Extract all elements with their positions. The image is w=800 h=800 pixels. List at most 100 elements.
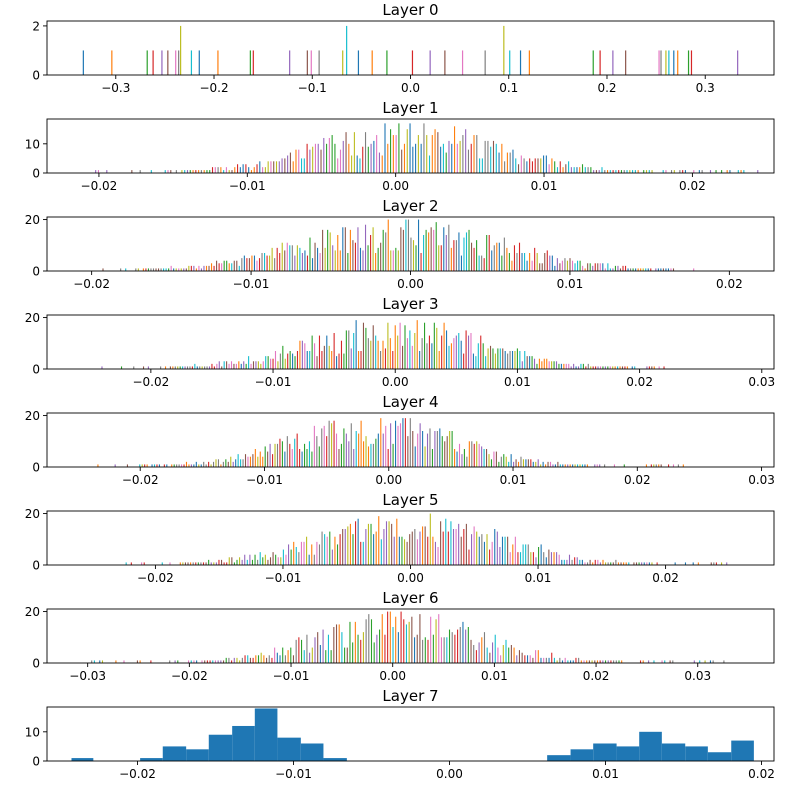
histogram-bar (537, 650, 539, 663)
histogram-bar (501, 536, 504, 565)
histogram-bar (548, 164, 550, 173)
histogram-bar (102, 268, 104, 271)
histogram-bar (142, 268, 144, 271)
histogram-bar (344, 529, 346, 565)
histogram-bar (189, 170, 191, 173)
histogram-bar (225, 167, 227, 173)
histogram-bar (581, 164, 584, 173)
histogram-bar (239, 660, 241, 663)
histogram-bar (247, 655, 249, 663)
histogram-bar (564, 657, 566, 663)
histogram-bar (212, 461, 215, 467)
histogram-bar (386, 50, 388, 75)
histogram-bar (599, 263, 601, 271)
histogram-bar (306, 634, 308, 663)
histogram-bar (411, 531, 413, 565)
histogram-bar (158, 464, 160, 467)
histogram-bar (492, 140, 495, 173)
histogram-bar (253, 167, 255, 173)
histogram-bar (612, 268, 614, 271)
histogram-bar (270, 161, 272, 173)
histogram-bar (251, 255, 253, 271)
histogram-bar (180, 268, 182, 271)
x-tick-label: 0.01 (504, 375, 531, 389)
histogram-bar (370, 443, 372, 467)
histogram-bar (242, 164, 244, 173)
histogram-bar (254, 554, 256, 565)
histogram-bar (388, 521, 390, 565)
histogram-bar (559, 657, 561, 663)
histogram-bar (367, 523, 369, 565)
histogram-bar (440, 245, 442, 271)
histogram-bar (373, 642, 375, 663)
histogram-bar (647, 268, 649, 271)
histogram-bar (167, 50, 169, 75)
histogram-bar (584, 167, 586, 173)
histogram-bar (231, 660, 233, 663)
histogram-bar (592, 562, 594, 565)
histogram-bar (723, 660, 725, 663)
y-tick-label: 20 (25, 311, 40, 325)
histogram-bar (356, 155, 358, 173)
histogram-bar (433, 229, 435, 271)
histogram-bar (656, 562, 658, 565)
histogram-bar (200, 562, 202, 565)
histogram-bar (432, 536, 434, 565)
histogram-bar (466, 456, 468, 467)
histogram-bar (531, 161, 533, 173)
histogram-bar (147, 268, 149, 271)
histogram-bar (191, 366, 193, 369)
histogram-bar (275, 161, 278, 173)
histogram-bar (311, 544, 313, 565)
histogram-bar (682, 170, 684, 173)
histogram-bar (621, 660, 623, 663)
histogram-bar (494, 529, 496, 565)
histogram-bar (570, 167, 572, 173)
histogram-bar (346, 25, 348, 75)
histogram-bar (228, 657, 230, 663)
histogram-bar (342, 140, 344, 173)
histogram-bar (403, 539, 406, 565)
histogram-bar (697, 562, 699, 565)
histogram-bar (190, 265, 192, 271)
histogram-bar (650, 268, 652, 271)
histogram-bar (446, 436, 448, 467)
histogram-bar (299, 247, 301, 271)
histogram-bar (262, 456, 264, 467)
histogram-bar (217, 50, 219, 75)
histogram-bar (415, 245, 417, 271)
histogram-bar (231, 557, 233, 565)
histogram-bar (409, 123, 411, 173)
histogram-bar (548, 657, 550, 663)
histogram-bar (214, 660, 217, 663)
histogram-bar (120, 366, 123, 369)
histogram-bar (217, 660, 219, 663)
histogram-bar (350, 423, 352, 467)
histogram-bar (362, 322, 365, 369)
histogram-bar (141, 464, 143, 467)
histogram-bar (206, 170, 208, 173)
x-tick-label: 0.01 (531, 179, 558, 193)
histogram-bar (256, 164, 258, 173)
histogram-bar (333, 333, 335, 369)
histogram-bar (290, 549, 292, 565)
histogram-bar (160, 268, 162, 271)
histogram-bar (564, 258, 566, 271)
histogram-bar (225, 657, 227, 663)
histogram-bar (306, 449, 308, 467)
histogram-bar (306, 50, 308, 75)
histogram-bar (101, 660, 104, 663)
histogram-bar (470, 639, 472, 663)
histogram-bar (314, 242, 316, 271)
histogram-bar (448, 629, 451, 663)
histogram-bar (483, 449, 485, 467)
histogram-bar (213, 366, 215, 369)
histogram-bar (599, 562, 601, 565)
histogram-bar (478, 255, 480, 271)
histogram-bar (257, 559, 259, 565)
subplot-title: Layer 3 (382, 295, 438, 313)
histogram-bar (210, 562, 212, 565)
histogram-bar (225, 459, 227, 467)
histogram-bar (653, 660, 655, 663)
histogram-bar (259, 451, 261, 467)
